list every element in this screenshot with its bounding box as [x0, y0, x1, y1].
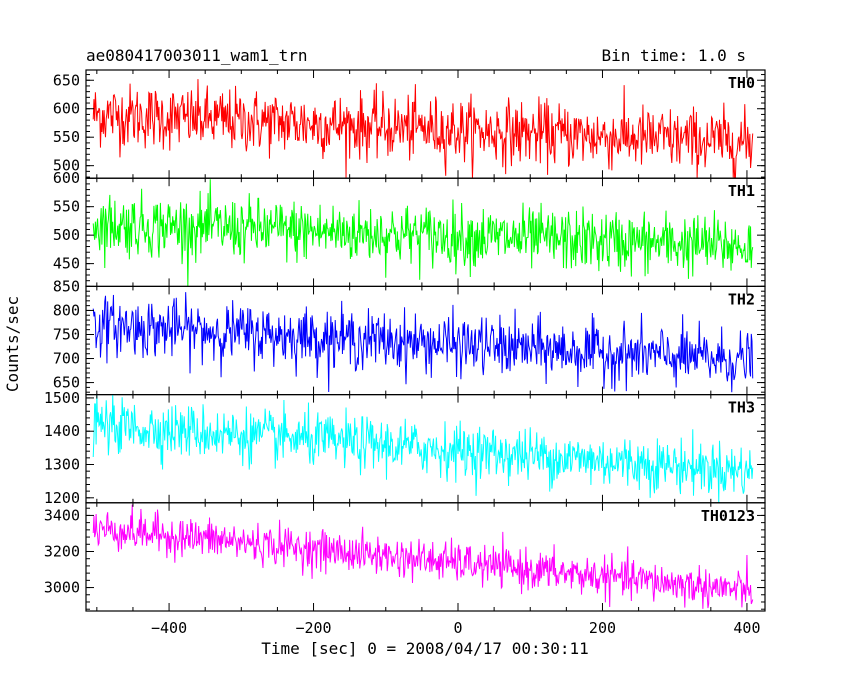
y-tick-label: 550 — [53, 128, 80, 146]
y-tick-label: 850 — [53, 277, 80, 295]
series-line-th1 — [92, 179, 754, 287]
panel-label-th0123: TH0123 — [701, 507, 755, 525]
y-tick-label: 3200 — [44, 542, 80, 560]
x-tick-label: −200 — [295, 619, 331, 637]
series-line-th0123 — [92, 504, 754, 609]
y-tick-label: 500 — [53, 157, 80, 175]
y-tick-label: 750 — [53, 325, 80, 343]
y-tick-label: 3000 — [44, 579, 80, 597]
series-line-th0 — [92, 79, 754, 179]
y-tick-label: 1400 — [44, 422, 80, 440]
x-tick-label: 0 — [453, 619, 462, 637]
x-axis-label: Time [sec] 0 = 2008/04/17 00:30:11 — [261, 639, 589, 658]
series-line-th3 — [92, 394, 754, 503]
y-tick-label: 800 — [53, 301, 80, 319]
y-tick-label: 1500 — [44, 389, 80, 407]
y-tick-label: 550 — [53, 198, 80, 216]
y-tick-label: 600 — [53, 169, 80, 187]
y-tick-label: 650 — [53, 374, 80, 392]
x-tick-label: 200 — [589, 619, 616, 637]
y-tick-label: 450 — [53, 255, 80, 273]
x-tick-label: −400 — [151, 619, 187, 637]
x-tick-label: 400 — [733, 619, 760, 637]
y-axis-label: Counts/sec — [3, 296, 22, 392]
panel-label-th3: TH3 — [728, 399, 755, 417]
panel-label-th2: TH2 — [728, 290, 755, 308]
y-tick-label: 600 — [53, 100, 80, 118]
y-tick-label: 3400 — [44, 506, 80, 524]
y-tick-label: 650 — [53, 71, 80, 89]
chart-title: ae080417003011_wam1_trn — [86, 46, 308, 65]
panel-label-th1: TH1 — [728, 182, 755, 200]
y-tick-label: 1200 — [44, 489, 80, 507]
panel-frame-th0123 — [85, 502, 766, 612]
series-line-th2 — [92, 292, 754, 393]
panels-group: 500 550 600 650 TH0 450 500 550 600 TH1 650 700 750 8… — [44, 69, 766, 637]
y-tick-label: 700 — [53, 350, 80, 368]
panel-label-th0: TH0 — [728, 74, 755, 92]
y-tick-label: 500 — [53, 226, 80, 244]
y-tick-label: 1300 — [44, 456, 80, 474]
bin-time-label: Bin time: 1.0 s — [602, 46, 747, 65]
